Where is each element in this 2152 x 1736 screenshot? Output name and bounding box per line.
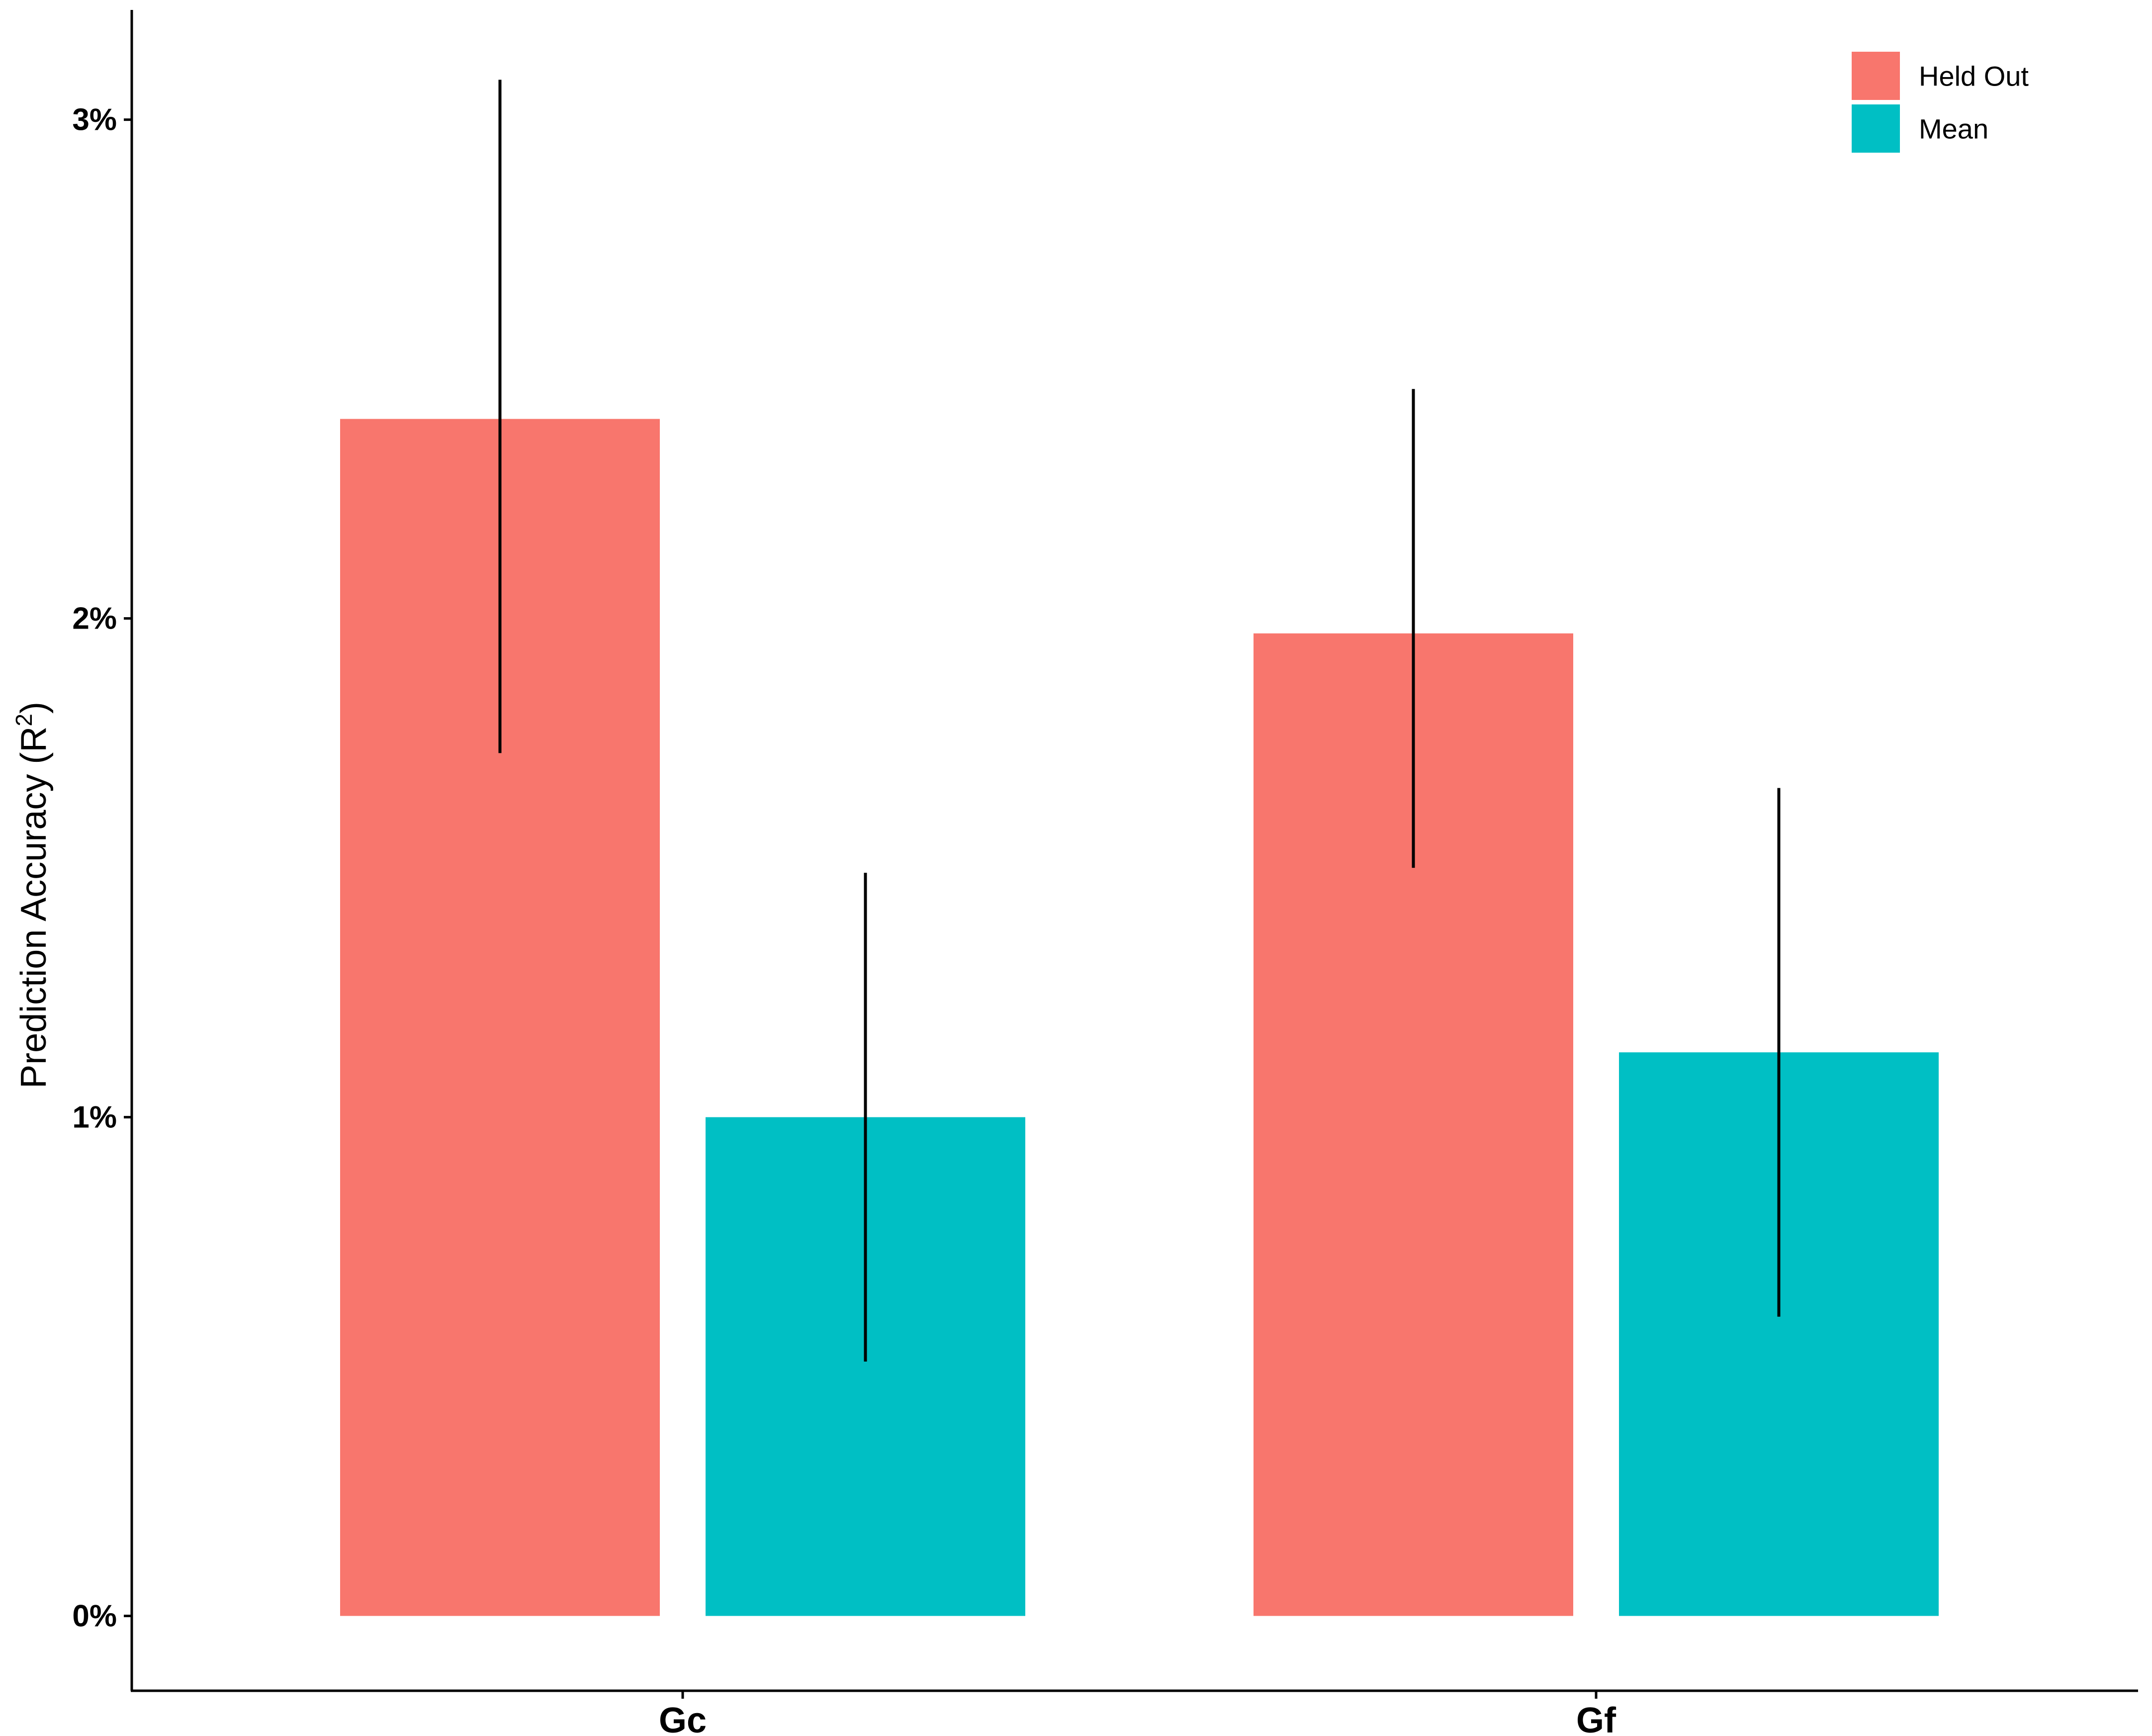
x-ticks: Gc Gf xyxy=(659,1691,1616,1736)
legend: Held Out Mean xyxy=(1852,52,2029,153)
x-tick-label-gf: Gf xyxy=(1576,1701,1616,1736)
y-axis-title: Prediction Accuracy (R2) xyxy=(11,702,54,1089)
y-ticks: 0% 1% 2% 3% xyxy=(72,103,132,1634)
legend-key-mean xyxy=(1852,104,1900,153)
y-tick-label: 3% xyxy=(72,103,117,137)
bars-layer xyxy=(340,419,1939,1616)
errorbars-layer xyxy=(498,80,1781,1362)
legend-label-mean: Mean xyxy=(1919,113,1988,145)
y-tick-label: 2% xyxy=(72,602,117,636)
y-tick-label: 1% xyxy=(72,1100,117,1135)
legend-key-held-out xyxy=(1852,52,1900,100)
legend-label-held-out: Held Out xyxy=(1919,61,2029,92)
x-tick-label-gc: Gc xyxy=(659,1701,707,1736)
y-tick-label: 0% xyxy=(72,1599,117,1634)
